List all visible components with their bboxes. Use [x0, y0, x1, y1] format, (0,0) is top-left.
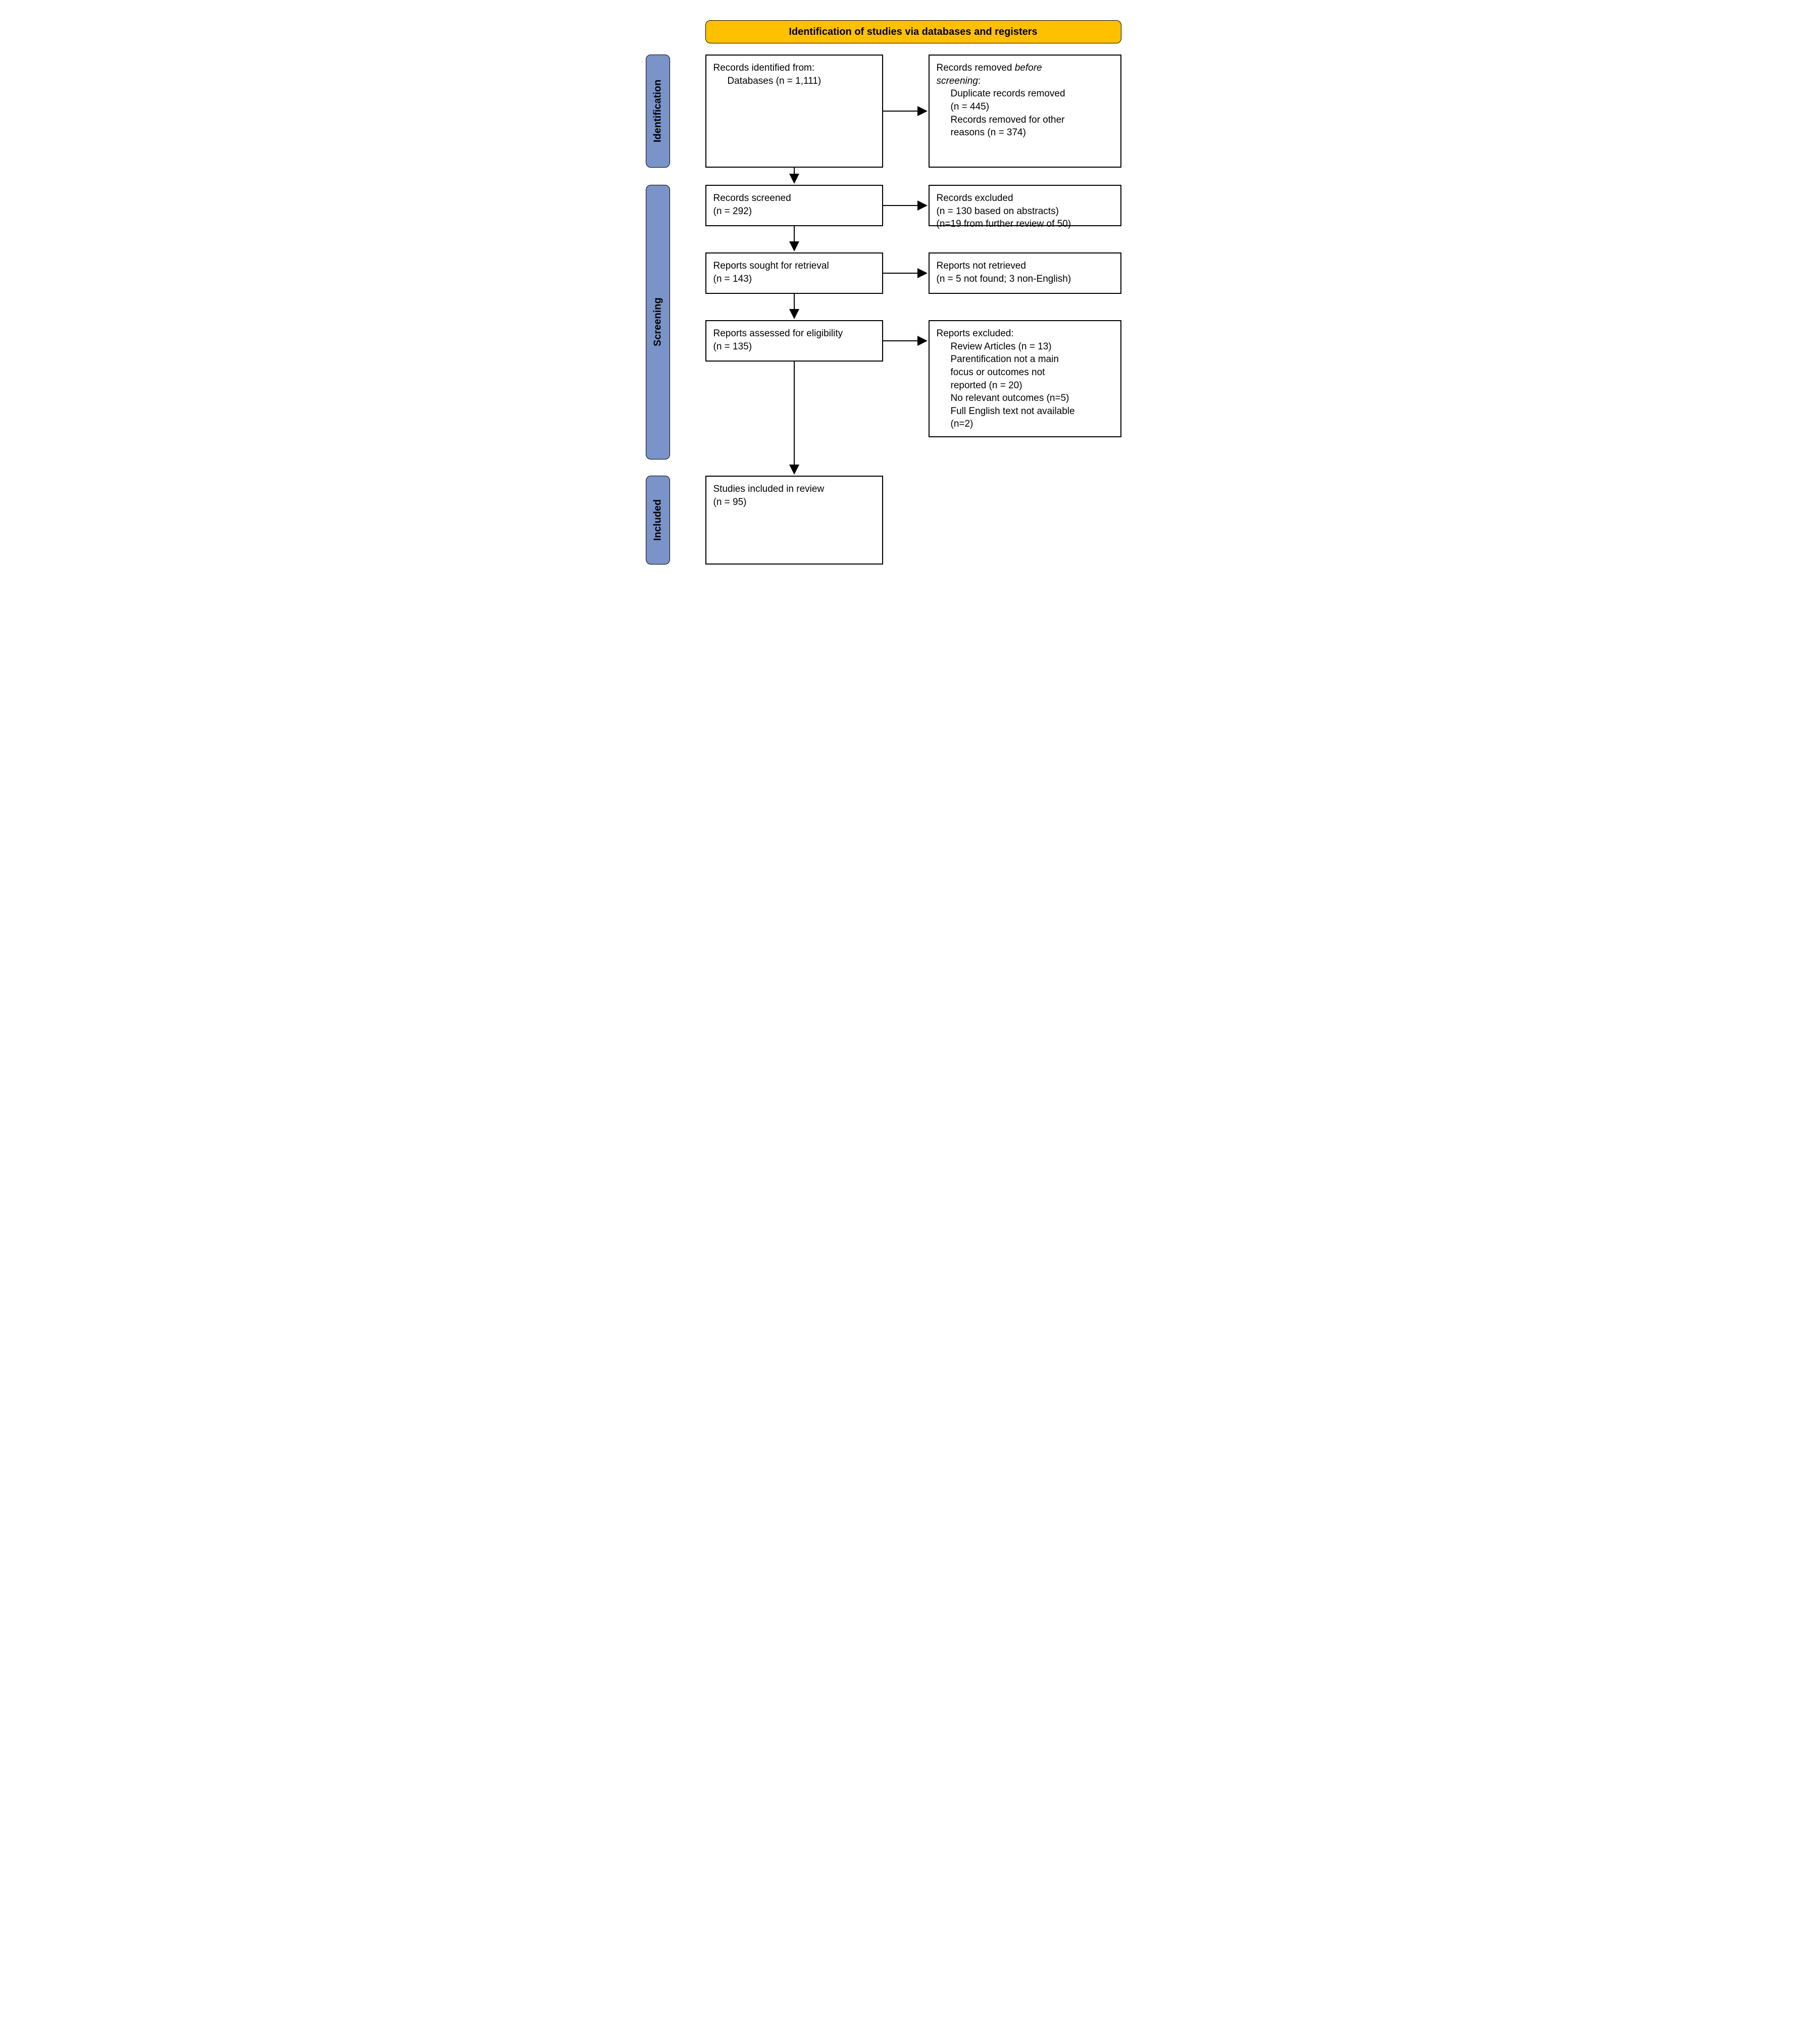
box-line: Records excluded [937, 192, 1113, 205]
stage-label-text: Screening [652, 298, 663, 347]
box-line: (n = 292) [713, 205, 875, 218]
box-reports-assessed: Reports assessed for eligibility(n = 135… [705, 320, 883, 362]
box-reports-sought: Reports sought for retrieval(n = 143) [705, 252, 883, 294]
stage-label-identification: Identification [646, 55, 670, 168]
stage-label-included: Included [646, 476, 670, 565]
box-line: Studies included in review [713, 483, 875, 496]
box-line: Records removed for other [937, 114, 1113, 127]
box-line: Reports sought for retrieval [713, 260, 875, 273]
box-line: No relevant outcomes (n=5) [937, 392, 1113, 405]
stage-label-text: Included [652, 499, 663, 541]
stage-label-text: Identification [652, 80, 663, 142]
box-line: Records identified from: [713, 62, 875, 75]
box-line: (n = 445) [937, 100, 1113, 114]
box-line: Review Articles (n = 13) [937, 340, 1113, 353]
box-line: Full English text not available [937, 405, 1113, 418]
box-line: (n = 5 not found; 3 non-English) [937, 273, 1113, 286]
box-records-excluded: Records excluded(n = 130 based on abstra… [929, 185, 1121, 226]
header-banner-text: Identification of studies via databases … [789, 26, 1037, 38]
box-line: (n = 130 based on abstracts) [937, 205, 1113, 218]
box-studies-included: Studies included in review(n = 95) [705, 476, 883, 565]
header-banner: Identification of studies via databases … [705, 20, 1121, 43]
box-line: Reports assessed for eligibility [713, 327, 875, 340]
box-line: focus or outcomes not [937, 366, 1113, 379]
box-line: Reports not retrieved [937, 260, 1113, 273]
box-line: (n = 143) [713, 273, 875, 286]
box-line: Records removed before [937, 62, 1113, 75]
box-line: Duplicate records removed [937, 87, 1113, 100]
box-line: reported (n = 20) [937, 379, 1113, 392]
box-line: (n=2) [937, 418, 1113, 431]
box-line: reasons (n = 374) [937, 126, 1113, 139]
box-line: (n=19 from further review of 50) [937, 218, 1113, 231]
box-records-screened: Records screened(n = 292) [705, 185, 883, 226]
box-records-identified: Records identified from:Databases (n = 1… [705, 55, 883, 168]
box-line: Records screened [713, 192, 875, 205]
prisma-flowchart: Identification of studies via databases … [646, 20, 1151, 596]
box-reports-not-retrieved: Reports not retrieved(n = 5 not found; 3… [929, 252, 1121, 294]
box-line: Reports excluded: [937, 327, 1113, 340]
box-line: (n = 135) [713, 340, 875, 353]
box-line: Parentification not a main [937, 353, 1113, 366]
box-line: screening: [937, 75, 1113, 88]
box-line: Databases (n = 1,111) [713, 75, 875, 88]
box-line: (n = 95) [713, 496, 875, 509]
stage-label-screening: Screening [646, 185, 670, 459]
box-reports-excluded: Reports excluded:Review Articles (n = 13… [929, 320, 1121, 437]
box-records-removed: Records removed beforescreening:Duplicat… [929, 55, 1121, 168]
